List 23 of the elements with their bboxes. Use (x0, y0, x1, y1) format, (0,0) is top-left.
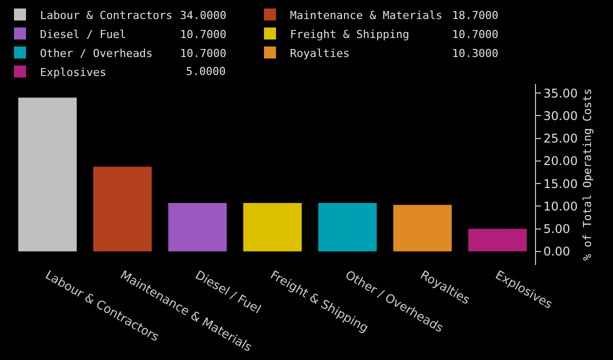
y-tick-label: 0.00 (543, 244, 570, 259)
y-tick-label: 10.00 (543, 199, 578, 214)
legend-label: Maintenance & Materials (290, 8, 442, 22)
legend-label: Royalties (290, 46, 350, 60)
y-tick-label: 25.00 (543, 132, 578, 146)
y-tick-label: 30.00 (543, 108, 578, 123)
text: 10.7000 (452, 28, 498, 41)
legend-label: Explosives (40, 66, 106, 79)
text: 18.7000 (452, 9, 498, 22)
y-tick-label: 35.00 (543, 86, 578, 100)
y-tick-label: 5.00 (543, 222, 570, 236)
legend-label: Labour & Contractors (40, 8, 172, 22)
y-axis-title: % of Total Operating Costs (580, 88, 594, 261)
text: 34.0000 (180, 9, 226, 22)
legend-label: Other / Overheads (40, 46, 153, 60)
text: 10.7000 (180, 28, 226, 41)
text: 10.3000 (452, 47, 498, 60)
text: 5.0000 (186, 65, 226, 78)
y-tick-label: 15.00 (543, 176, 578, 191)
legend-label: Freight & Shipping (290, 28, 410, 41)
y-tick-label: 20.00 (543, 154, 578, 168)
text: 10.7000 (180, 47, 226, 60)
legend-label: Diesel / Fuel (40, 28, 126, 41)
